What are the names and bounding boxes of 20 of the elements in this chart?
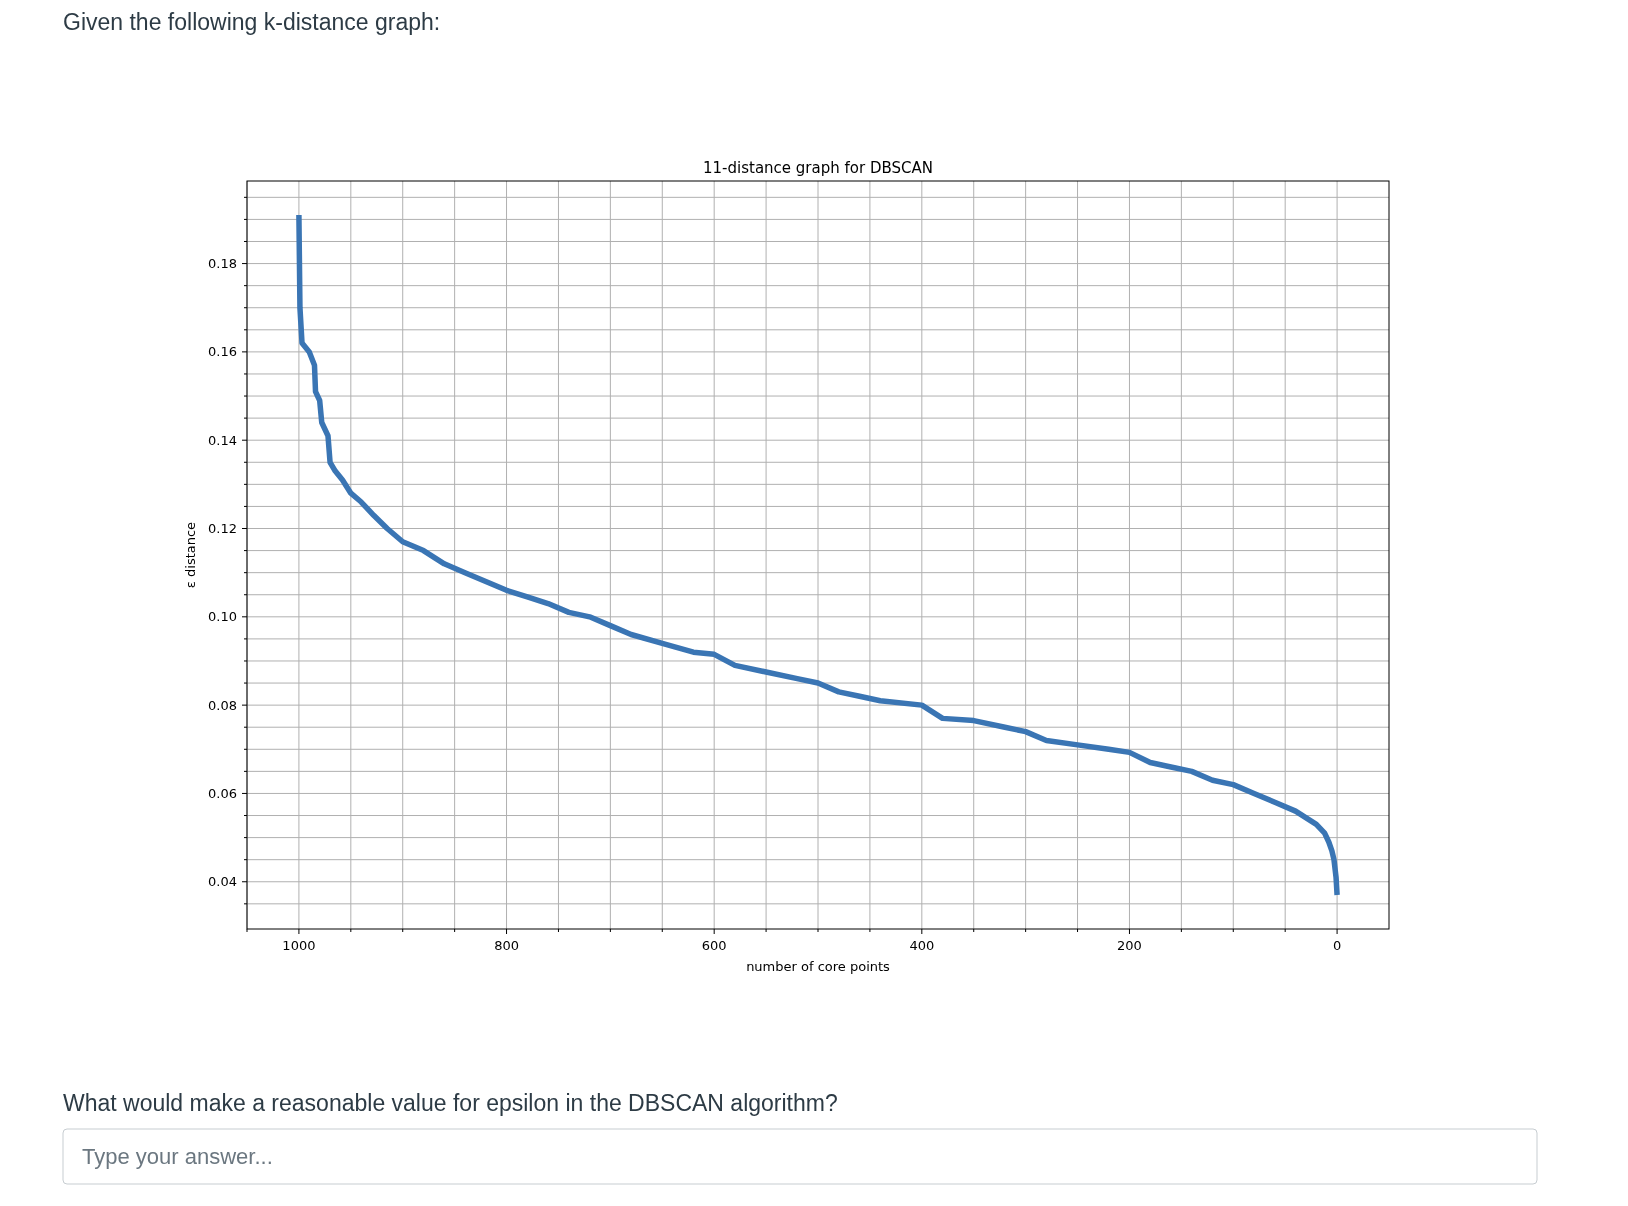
x-tick-label: 0 xyxy=(1332,938,1342,953)
y-tick-label: 0.12 xyxy=(208,521,237,537)
x-tick-label: 200 xyxy=(1117,938,1142,953)
y-tick-label: 0.10 xyxy=(208,609,237,625)
y-axis-title: ε distance xyxy=(183,521,198,589)
y-tick-label: 0.04 xyxy=(208,874,237,890)
y-tick-label: 0.18 xyxy=(208,256,237,272)
text: Given the following k-distance graph: xyxy=(63,9,441,35)
chart-title: 11-distance graph for DBSCAN xyxy=(703,159,933,177)
y-tick-label: 0.08 xyxy=(208,697,237,713)
y-tick-label: 0.14 xyxy=(208,432,237,448)
x-axis-title: number of core points xyxy=(746,959,891,974)
y-tick-label: 0.16 xyxy=(208,344,237,360)
text: What would make a reasonable value for epsilon in the DBSCAN algorithm? xyxy=(63,1090,838,1116)
y-tick-label: 0.06 xyxy=(208,785,237,801)
x-tick-label: 600 xyxy=(701,938,727,953)
x-tick-label: 800 xyxy=(494,938,519,953)
text: Type your answer... xyxy=(82,1144,273,1169)
x-tick-label: 400 xyxy=(909,938,935,953)
x-tick-label: 1000 xyxy=(282,938,316,953)
